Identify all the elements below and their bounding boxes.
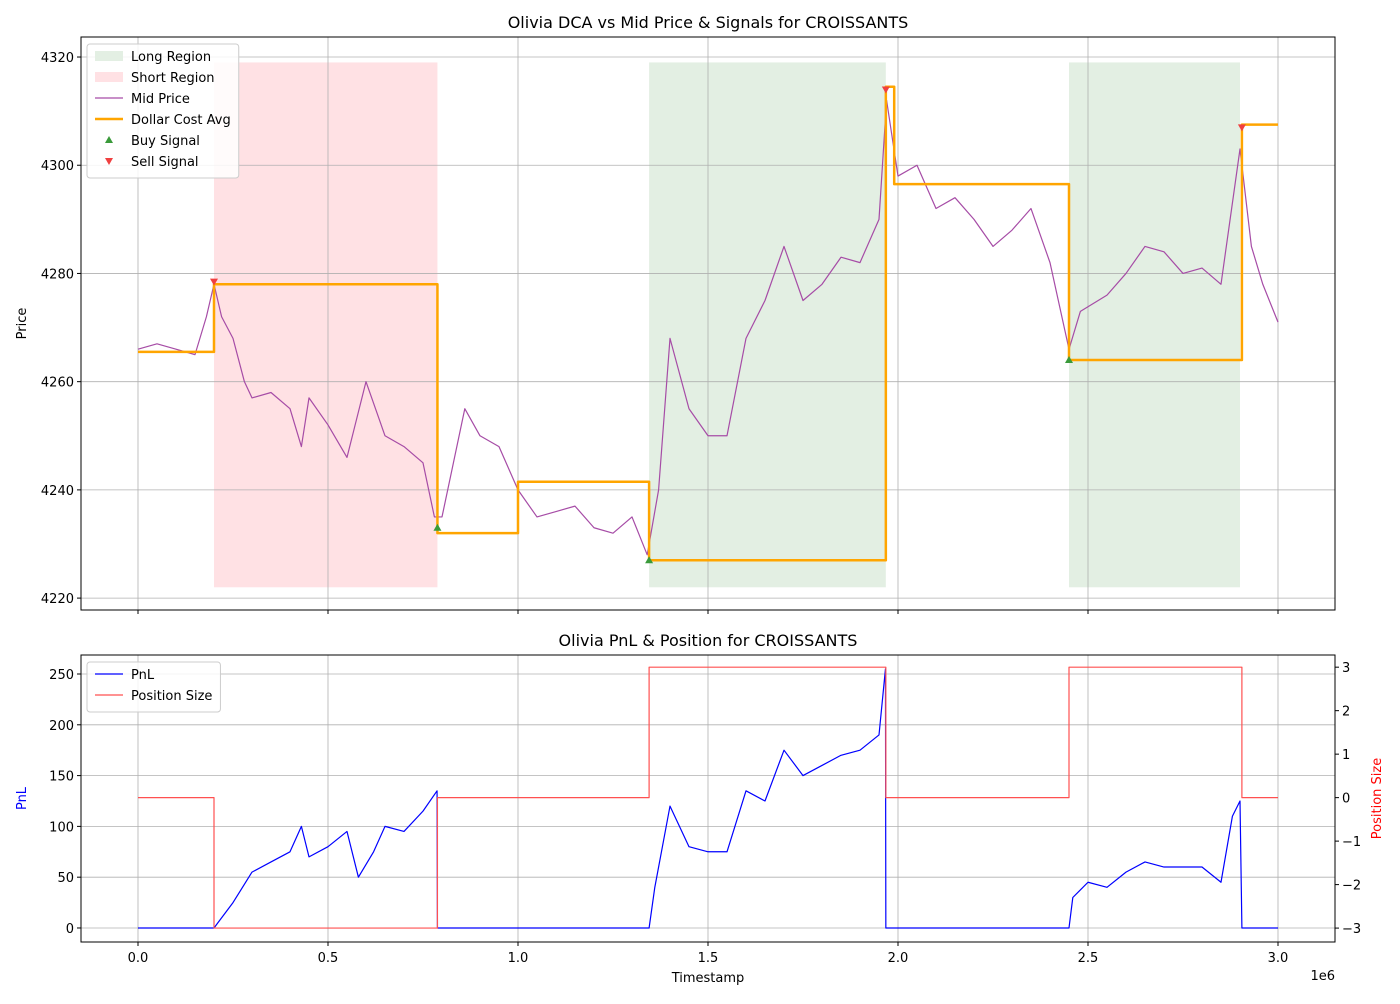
region [1069,62,1240,588]
x-tick-label: 0.5 [318,951,339,966]
chart-title: Olivia PnL & Position for CROISSANTS [559,631,858,650]
legend-label: Dollar Cost Avg [131,113,231,128]
y-tick-label: 4300 [41,159,74,174]
y-tick-label: 200 [49,719,74,734]
y-axis-label: PnL [15,786,30,810]
y2-tick-label: −1 [1342,835,1361,850]
x-offset-label: 1e6 [1310,969,1335,984]
legend-swatch [95,72,123,82]
y2-tick-label: 2 [1342,705,1350,720]
x-axis-label: Timestamp [671,971,745,986]
x-tick-label: 0.0 [128,951,149,966]
y-tick-label: 0 [66,922,74,937]
x-tick-label: 1.0 [508,951,529,966]
x-tick-label: 1.5 [698,951,719,966]
signal-marker [645,556,654,564]
series-line [138,668,1278,929]
y-tick-label: 100 [49,820,74,835]
y-tick-label: 4320 [41,51,74,66]
x-tick-label: 3.0 [1268,951,1289,966]
signal-marker [1237,124,1246,132]
chart-title: Olivia DCA vs Mid Price & Signals for CR… [508,13,909,32]
y-tick-label: 4280 [41,267,74,282]
series-line [138,85,1278,562]
legend-label: Short Region [131,71,215,86]
legend-label: Sell Signal [131,155,199,170]
y2-tick-label: 0 [1342,792,1350,807]
y2-tick-label: 1 [1342,748,1350,763]
axes-frame [80,36,1336,611]
y-tick-label: 4240 [41,484,74,499]
y-tick-label: 50 [57,871,74,886]
y-tick-label: 250 [49,668,74,683]
y-tick-label: 4260 [41,376,74,391]
axes-frame [80,654,1336,943]
signal-marker [881,86,890,94]
legend-label: Long Region [131,50,211,65]
legend: Long Region Short Region Mid Price Dollar C… [86,43,240,179]
signal-marker [1065,356,1073,364]
x-tick-label: 2.5 [1078,951,1099,966]
y2-tick-label: −3 [1342,922,1361,937]
legend: PnL Position Size [86,661,221,713]
legend-label: Mid Price [131,92,190,107]
legend-label: Position Size [131,689,212,704]
x-tick-label: 2.0 [888,951,909,966]
y-tick-label: 150 [49,770,74,785]
legend-swatch [105,136,113,143]
y-axis-label: Price [15,308,30,340]
y-tick-label: 4220 [41,592,74,607]
series-line [137,99,1279,556]
legend-swatch [95,51,123,61]
region [649,62,886,588]
legend-swatch [105,158,113,165]
legend-box [86,43,240,179]
signal-marker [433,523,442,531]
region [214,62,438,588]
signal-marker [210,278,218,286]
y2-tick-label: 3 [1342,661,1350,676]
legend-label: PnL [131,668,155,683]
y2-tick-label: −2 [1342,879,1361,894]
y2-axis-label: Position Size [1370,758,1385,839]
series-line [138,666,1278,929]
legend-label: Buy Signal [131,134,200,149]
